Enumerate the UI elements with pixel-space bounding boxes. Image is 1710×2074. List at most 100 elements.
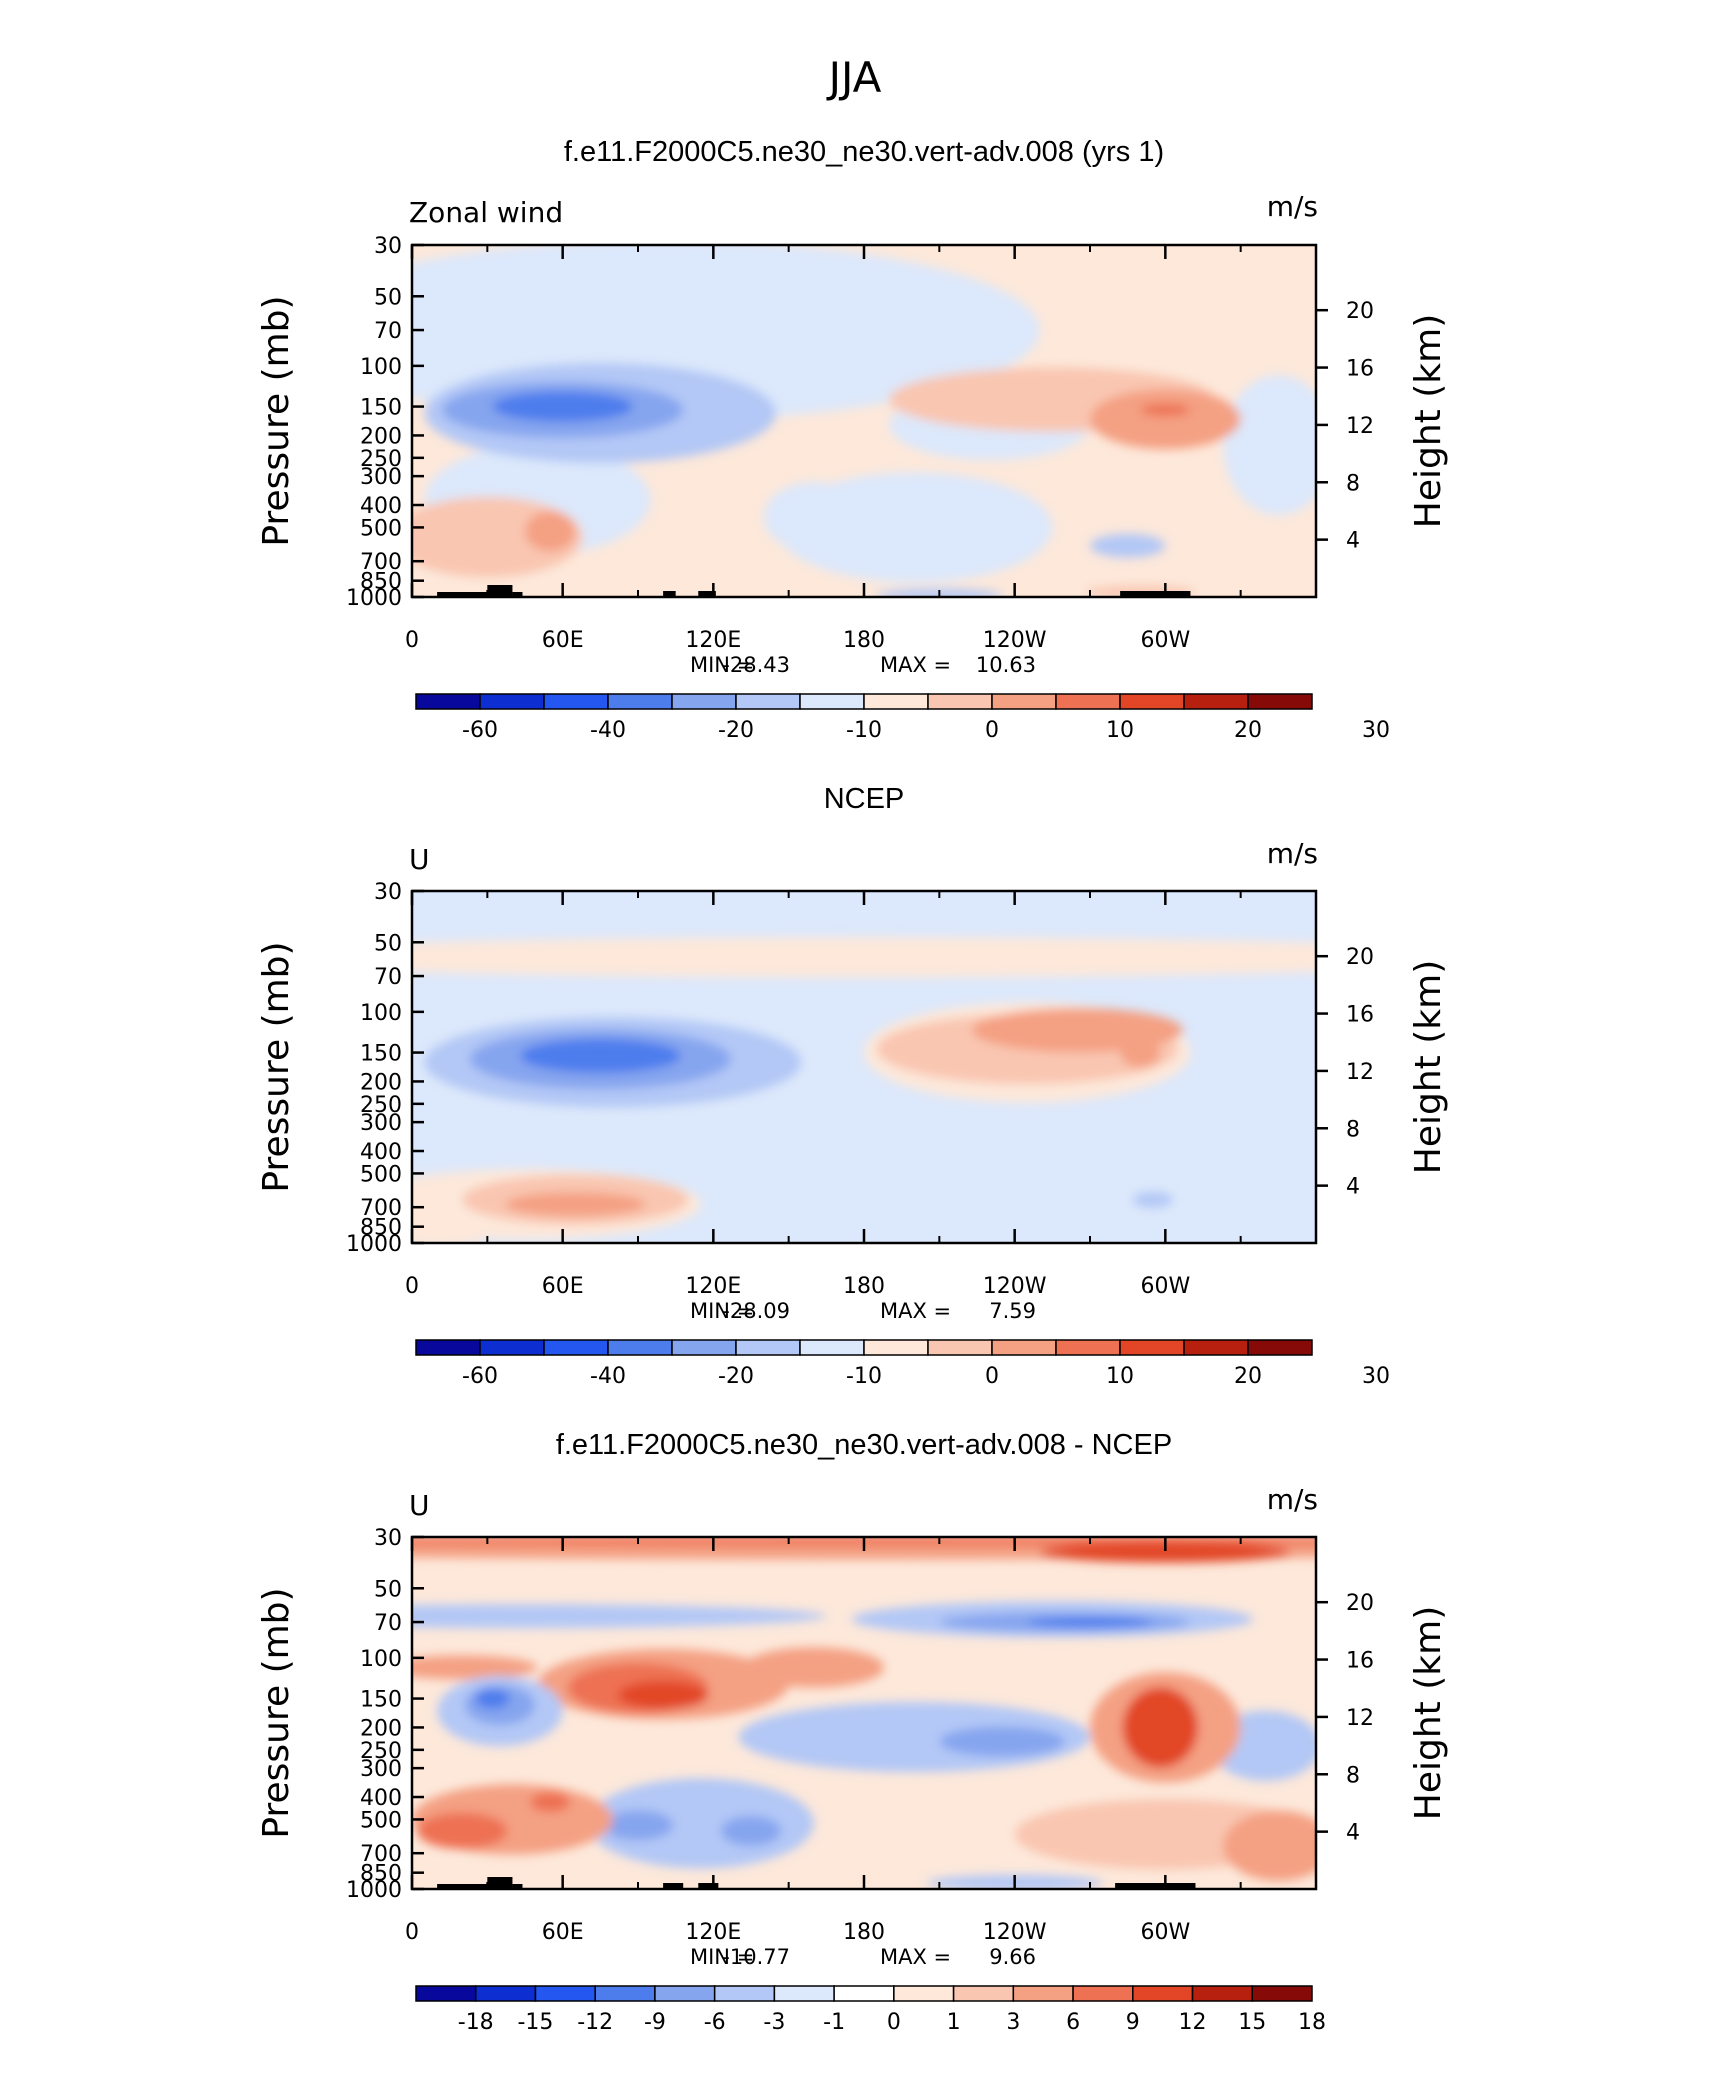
y-tick-label: 70 xyxy=(374,1611,402,1636)
y2-axis: 20 16 12 8 4 xyxy=(1316,1591,1374,1846)
y-tick-label: 1000 xyxy=(346,1878,402,1903)
min-value: -10.77 xyxy=(722,1945,790,1969)
y-tick-label: 30 xyxy=(374,1526,402,1551)
y-tick-label: 250 xyxy=(360,447,402,472)
x-tick-label: 60W xyxy=(1140,1274,1190,1299)
colorbar-label: -10 xyxy=(846,718,882,743)
contour-region xyxy=(519,1038,681,1073)
colorbar-label: 30 xyxy=(1362,718,1390,743)
contour-region xyxy=(1090,533,1166,558)
contour-region xyxy=(1132,1191,1173,1208)
colorbar-label: 20 xyxy=(1234,718,1262,743)
colorbar-swatch xyxy=(479,1339,545,1356)
colorbar-label: -60 xyxy=(462,718,498,743)
topography-bar xyxy=(663,591,676,597)
panel-title: NCEP xyxy=(824,783,905,815)
contour-region xyxy=(474,1688,510,1709)
y-tick-label: 300 xyxy=(360,465,402,490)
contour-region xyxy=(602,1810,674,1841)
y2-axis: 20 16 12 8 4 xyxy=(1316,299,1374,554)
x-tick-label: 0 xyxy=(405,628,419,653)
y-tick-label: 850 xyxy=(360,570,402,595)
colorbar-label: 12 xyxy=(1179,2010,1207,2035)
colorbar-swatch xyxy=(415,693,481,710)
x-tick-label: 60E xyxy=(542,1920,584,1945)
colorbar-swatch xyxy=(671,1339,737,1356)
y2-tick-label: 8 xyxy=(1346,1763,1360,1788)
y-tick-label: 200 xyxy=(360,1716,402,1741)
variable-label: U xyxy=(409,1489,430,1522)
contour-region xyxy=(1090,389,1241,450)
y-tick-label: 250 xyxy=(360,1093,402,1118)
y-tick-label: 1000 xyxy=(346,586,402,611)
colorbar-swatch xyxy=(799,1339,865,1356)
y-tick-label: 150 xyxy=(360,1042,402,1067)
colorbar-swatch xyxy=(671,693,737,710)
panel-difference: f.e11.F2000C5.ne30_ne30.vert-adv.008 - N… xyxy=(256,1429,1449,2035)
topography-bar xyxy=(698,1883,719,1889)
y-tick-label: 100 xyxy=(360,1001,402,1026)
x-tick-label: 120W xyxy=(983,628,1047,653)
y2-tick-label: 8 xyxy=(1346,1117,1360,1142)
y-tick-label: 300 xyxy=(360,1757,402,1782)
min-label: MIN = xyxy=(690,653,754,677)
colorbar-label: -18 xyxy=(458,2010,494,2035)
colorbar-swatch xyxy=(991,1339,1057,1356)
y2-axis-label: Height (km) xyxy=(1408,1606,1449,1820)
y-tick-label: 500 xyxy=(360,1162,402,1187)
y-tick-label: 700 xyxy=(360,1196,402,1221)
panel-ncep: NCEP U m/s 0 60E 120E 180 120W 60W 3050701001… xyxy=(256,783,1449,1389)
colorbar-label: 9 xyxy=(1126,2010,1140,2035)
colorbar-swatch xyxy=(1191,1985,1254,2002)
colorbar-label: -40 xyxy=(590,718,626,743)
contour-region xyxy=(1120,1037,1161,1068)
max-label: MAX = xyxy=(880,1945,951,1969)
colorbar-swatch xyxy=(735,1339,801,1356)
x-tick-label: 60W xyxy=(1140,1920,1190,1945)
y-tick-label: 70 xyxy=(374,965,402,990)
min-value: -28.09 xyxy=(722,1299,790,1323)
x-tick-label: 120E xyxy=(685,1274,741,1299)
x-tick-label: 0 xyxy=(405,1920,419,1945)
x-axis: 0 60E 120E 180 120W 60W xyxy=(405,245,1242,653)
y-tick-label: 850 xyxy=(360,1862,402,1887)
colorbar-label: 3 xyxy=(1006,2010,1020,2035)
y2-tick-label: 4 xyxy=(1346,529,1360,554)
y-tick-label: 50 xyxy=(374,931,402,956)
y2-tick-label: 12 xyxy=(1346,1060,1374,1085)
x-tick-label: 180 xyxy=(843,628,885,653)
y-tick-label: 1000 xyxy=(346,1232,402,1257)
y2-axis: 20 16 12 8 4 xyxy=(1316,945,1374,1200)
contour-region xyxy=(412,937,1316,978)
colorbar-label: 10 xyxy=(1106,1364,1134,1389)
colorbar-swatch xyxy=(927,1339,993,1356)
contour-region xyxy=(1122,1687,1198,1768)
colorbar-swatch xyxy=(1183,1339,1249,1356)
y-tick-label: 200 xyxy=(360,424,402,449)
colorbar-label: -3 xyxy=(763,2010,785,2035)
max-value: 7.59 xyxy=(989,1299,1036,1323)
y-tick-label: 250 xyxy=(360,1739,402,1764)
topography-bar xyxy=(1115,1883,1196,1889)
y-tick-label: 100 xyxy=(360,355,402,380)
topography-bar xyxy=(487,1877,513,1889)
colorbar-swatch xyxy=(607,693,673,710)
colorbar-label: -6 xyxy=(704,2010,726,2035)
colorbar: -60 -40 -20 -10 0 10 20 30 xyxy=(415,1339,1390,1389)
contour-region xyxy=(939,1726,1065,1757)
colorbar-swatch xyxy=(474,1985,537,2002)
y-tick-label: 50 xyxy=(374,285,402,310)
colorbar-label: 20 xyxy=(1234,1364,1262,1389)
max-label: MAX = xyxy=(880,653,951,677)
colorbar-label: -9 xyxy=(644,2010,666,2035)
y2-tick-label: 20 xyxy=(1346,1591,1374,1616)
x-tick-label: 120E xyxy=(685,1920,741,1945)
colorbar-label: -10 xyxy=(846,1364,882,1389)
contour-region xyxy=(504,1192,646,1217)
colorbar: -18 -15 -12 -9 -6 -3 -1 0 1 3 6 9 12 15 18 xyxy=(415,1985,1326,2035)
colorbar-swatch xyxy=(991,693,1057,710)
topography-mask xyxy=(437,585,1191,597)
y-tick-label: 50 xyxy=(374,1577,402,1602)
max-value: 9.66 xyxy=(989,1945,1036,1969)
y2-tick-label: 20 xyxy=(1346,299,1374,324)
